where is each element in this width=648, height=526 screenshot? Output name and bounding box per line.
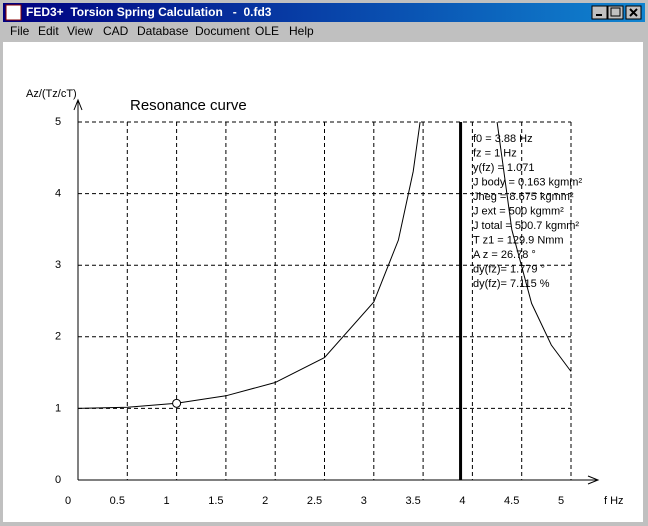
- x-tick-label: 0.5: [110, 495, 125, 507]
- info-line: dy(fz)= 7.115 %: [473, 278, 550, 290]
- minimize-button[interactable]: [591, 5, 608, 20]
- menu-item[interactable]: View: [67, 24, 93, 38]
- x-tick-label: 1.5: [208, 495, 223, 507]
- menu-item[interactable]: Edit: [38, 24, 59, 38]
- info-line: f0 = 3.88 Hz: [473, 133, 533, 145]
- y-tick-label: 2: [55, 331, 61, 343]
- y-tick-label: 4: [55, 188, 61, 200]
- marker: [172, 398, 182, 408]
- x-tick-label: 4.5: [504, 495, 519, 507]
- chart: 0 1 2 3 4 5 0 0.5 1 1.5 2 2.5 3 3.5 4 4.5 5 Az/(Tz/cT) f H…: [26, 88, 624, 507]
- info-line: A z = 26.78 °: [473, 249, 536, 261]
- x-tick-label: 5: [558, 495, 564, 507]
- info-line: J ext = 500 kgmm²: [473, 205, 564, 217]
- app-icon: [5, 4, 22, 21]
- info-line: y(fz) = 1.071: [473, 162, 534, 174]
- x-tick-label: 2.5: [307, 495, 322, 507]
- x-tick-label: 0: [65, 495, 71, 507]
- x-tick-label: 3.5: [405, 495, 420, 507]
- curve: [77, 121, 572, 409]
- menu-item[interactable]: CAD: [103, 24, 129, 38]
- menu-item[interactable]: Help: [289, 24, 314, 38]
- info-line: J body = 0.163 kgmm²: [473, 176, 582, 188]
- window-title: FED3+ Torsion Spring Calculation - 0.fd3: [26, 5, 272, 19]
- y-tick-label: 1: [55, 402, 61, 414]
- x-tick-label: 4: [459, 495, 465, 507]
- y-tick-label: 5: [55, 116, 61, 128]
- y-tick-label: 3: [55, 259, 61, 271]
- chart-title: Resonance curve: [130, 97, 247, 114]
- info-line: J total = 500.7 kgmm²: [473, 220, 579, 232]
- menu-item[interactable]: OLE: [255, 24, 279, 38]
- info-line: dy(fz)= 1.779 °: [473, 263, 545, 275]
- y-tick-label: 0: [55, 474, 61, 486]
- info-line: T z1 = 129.9 Nmm: [473, 234, 564, 246]
- x-axis-label: f Hz: [604, 495, 624, 507]
- menu-bar: File Edit View CAD Database Document OLE Help: [10, 24, 314, 38]
- menu-item[interactable]: Database: [137, 24, 189, 38]
- menu-item[interactable]: File: [10, 24, 30, 38]
- x-tick-label: 3: [361, 495, 367, 507]
- info-line: fz = 1 Hz: [473, 147, 517, 159]
- title-bar: [3, 3, 645, 22]
- x-tick-label: 2: [262, 495, 268, 507]
- y-axis: [73, 98, 83, 480]
- info-line: Jheg = 8.675 kgmm²: [473, 191, 574, 203]
- y-axis-label: Az/(Tz/cT): [26, 88, 77, 100]
- window-buttons: [591, 5, 642, 20]
- x-axis: [78, 475, 600, 485]
- x-tick-label: 1: [164, 495, 170, 507]
- menu-item[interactable]: Document: [195, 24, 250, 38]
